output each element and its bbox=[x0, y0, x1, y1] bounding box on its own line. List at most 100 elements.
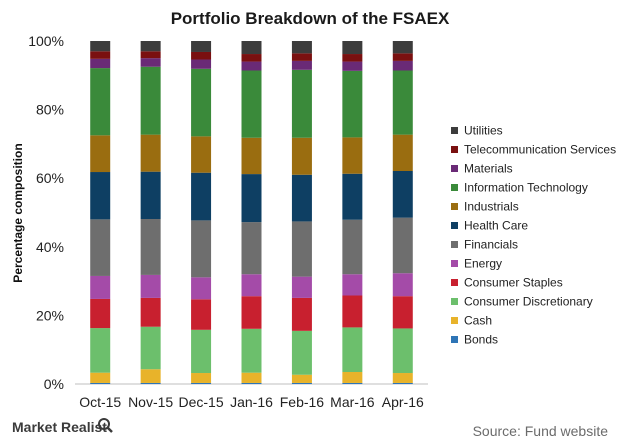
bar-segment bbox=[191, 172, 212, 221]
bar-segment bbox=[291, 221, 312, 277]
bar-segment bbox=[140, 297, 161, 327]
bar-segment bbox=[291, 330, 312, 375]
bar-segment bbox=[342, 54, 363, 62]
bar-segment bbox=[191, 299, 212, 330]
bar-segment bbox=[90, 41, 111, 52]
bar-segment bbox=[140, 382, 161, 384]
legend-swatch bbox=[451, 260, 458, 267]
legend-item: Information Technology bbox=[451, 181, 588, 195]
bar-segment bbox=[342, 173, 363, 220]
bar-segment bbox=[392, 53, 413, 61]
bar-segment bbox=[392, 41, 413, 54]
bar-stack bbox=[241, 41, 262, 384]
legend-swatch bbox=[451, 222, 458, 229]
legend-swatch bbox=[451, 241, 458, 248]
bar-segment bbox=[90, 382, 111, 384]
legend-label: Health Care bbox=[464, 219, 528, 233]
legend-swatch bbox=[451, 127, 458, 134]
legend-swatch bbox=[451, 317, 458, 324]
legend-swatch bbox=[451, 298, 458, 305]
legend-swatch bbox=[451, 279, 458, 286]
bar-segment bbox=[392, 273, 413, 297]
bar-segment bbox=[140, 41, 161, 52]
legend-label: Financials bbox=[464, 238, 518, 252]
legend-swatch bbox=[451, 146, 458, 153]
y-tick-label: 0% bbox=[44, 376, 64, 392]
bar-segment bbox=[291, 137, 312, 175]
magnifier-icon bbox=[98, 418, 110, 430]
brand-name: Market Realist bbox=[12, 419, 107, 435]
magnifier-handle bbox=[106, 426, 113, 433]
brand-logo: Market Realist bbox=[12, 418, 113, 435]
bar-segment bbox=[241, 372, 262, 383]
bar-segment bbox=[191, 41, 212, 52]
chart-title: Portfolio Breakdown of the FSAEX bbox=[171, 9, 450, 28]
bar-segment bbox=[191, 68, 212, 137]
legend-label: Telecommunication Services bbox=[464, 143, 616, 157]
legend-item: Bonds bbox=[451, 333, 498, 347]
bar-segment bbox=[392, 217, 413, 274]
legend-swatch bbox=[451, 203, 458, 210]
bar-segment bbox=[241, 274, 262, 297]
x-tick-label: Feb-16 bbox=[280, 394, 325, 410]
legend-item: Telecommunication Services bbox=[451, 143, 616, 157]
legend-label: Utilities bbox=[464, 124, 503, 138]
bar-segment bbox=[241, 382, 262, 384]
bar-stack bbox=[90, 41, 111, 384]
bar-segment bbox=[291, 41, 312, 54]
legend-item: Materials bbox=[451, 162, 513, 176]
bar-segment bbox=[241, 222, 262, 275]
bar-segment bbox=[140, 134, 161, 172]
bar-segment bbox=[90, 68, 111, 136]
bar-segment bbox=[241, 137, 262, 175]
y-axis: 0% 20% 40% 60% 80% 100% bbox=[28, 33, 64, 392]
x-tick-label: Mar-16 bbox=[330, 394, 375, 410]
bar-segment bbox=[342, 137, 363, 174]
legend-label: Consumer Discretionary bbox=[464, 295, 593, 309]
bar-segment bbox=[291, 382, 312, 384]
bar-segment bbox=[241, 54, 262, 62]
legend-item: Industrials bbox=[451, 200, 519, 214]
bar-segment bbox=[241, 328, 262, 373]
bar-segment bbox=[191, 373, 212, 383]
bar-segment bbox=[342, 274, 363, 296]
bar-segment bbox=[241, 174, 262, 223]
bar-segment bbox=[392, 296, 413, 329]
bar-segment bbox=[90, 328, 111, 373]
legend-label: Materials bbox=[464, 162, 513, 176]
bar-segment bbox=[291, 374, 312, 383]
bar-segment bbox=[342, 327, 363, 372]
bar-segment bbox=[241, 61, 262, 71]
bar-segment bbox=[90, 298, 111, 329]
bar-segment bbox=[90, 275, 111, 299]
y-tick-label: 60% bbox=[36, 170, 64, 186]
legend-label: Consumer Staples bbox=[464, 276, 563, 290]
x-axis: Oct-15 Nov-15 Dec-15 Jan-16 Feb-16 Mar-16 Apr-… bbox=[75, 383, 428, 410]
bar-segment bbox=[90, 172, 111, 220]
bar-segment bbox=[291, 297, 312, 331]
bar-segment bbox=[90, 219, 111, 276]
bar-segment bbox=[140, 66, 161, 135]
bar-segment bbox=[140, 274, 161, 298]
bar-segment bbox=[90, 372, 111, 383]
y-tick-label: 40% bbox=[36, 239, 64, 255]
bar-segment bbox=[342, 61, 363, 71]
bar-segment bbox=[291, 174, 312, 222]
legend-item: Utilities bbox=[451, 124, 503, 138]
bar-segment bbox=[140, 369, 161, 383]
bar-stack bbox=[291, 41, 312, 384]
legend-item: Consumer Discretionary bbox=[451, 295, 593, 309]
y-axis-label: Percentage composition bbox=[11, 143, 25, 282]
bar-segment bbox=[392, 373, 413, 383]
bar-segment bbox=[342, 41, 363, 55]
legend-item: Energy bbox=[451, 257, 502, 271]
bar-segment bbox=[241, 296, 262, 329]
bar-stack bbox=[342, 41, 363, 384]
x-tick-label: Oct-15 bbox=[79, 394, 121, 410]
bar-segment bbox=[241, 41, 262, 55]
legend-swatch bbox=[451, 165, 458, 172]
y-tick-label: 100% bbox=[28, 33, 64, 49]
source-note: Source: Fund website bbox=[473, 423, 609, 439]
bars bbox=[90, 41, 413, 384]
